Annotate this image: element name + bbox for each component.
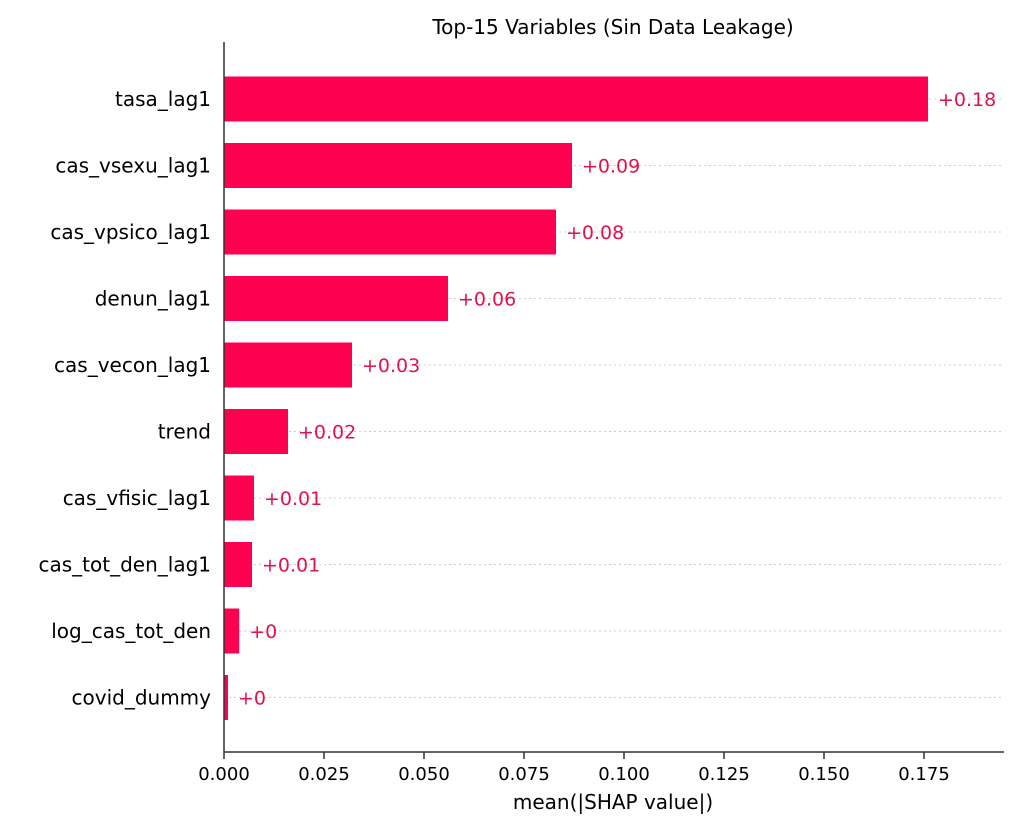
value-label: +0.02 [298, 422, 356, 444]
value-label: +0.08 [566, 222, 624, 244]
x-tick-label: 0.000 [198, 764, 250, 785]
bar-cas-vecon-lag1 [224, 342, 352, 388]
category-label: tasa_lag1 [115, 87, 211, 111]
x-tick-label: 0.075 [498, 764, 550, 785]
value-label: +0.09 [582, 156, 640, 178]
category-label: covid_dummy [72, 686, 212, 710]
x-axis-label: mean(|SHAP value|) [513, 790, 713, 814]
x-ticks: 0.000 0.025 0.050 0.075 0.100 0.125 0.150 0.175 [198, 752, 950, 785]
category-label: cas_vfisic_lag1 [63, 486, 211, 510]
value-label: +0.03 [362, 355, 420, 377]
bar-cas-vfisic-lag1 [224, 475, 254, 521]
category-labels: tasa_lag1 cas_vsexu_lag1 cas_vpsico_lag1de… [39, 87, 212, 710]
x-tick-label: 0.125 [698, 764, 750, 785]
bars-layer [224, 76, 928, 720]
x-tick-label: 0.150 [798, 764, 850, 785]
category-label: log_cas_tot_den [51, 619, 211, 643]
category-label: cas_tot_den_lag1 [39, 553, 212, 577]
value-label: +0.06 [458, 289, 516, 311]
bar-log-cas-tot-den [224, 608, 240, 654]
bar-denun-lag1 [224, 276, 448, 321]
chart-title: Top-15 Variables (Sin Data Leakage) [431, 15, 793, 39]
axes-layer [223, 42, 1004, 753]
category-label: cas_vsexu_lag1 [55, 154, 211, 178]
value-label: +0.01 [264, 488, 322, 510]
x-tick-label: 0.050 [398, 764, 450, 785]
category-label: cas_vpsico_lag1 [50, 220, 211, 244]
x-tick-label: 0.025 [298, 764, 350, 785]
value-label: +0 [249, 621, 277, 643]
grid-layer [224, 98, 1004, 698]
bar-covid-dummy [224, 675, 228, 720]
bar-cas-tot-den-lag1 [224, 542, 252, 587]
category-label: denun_lag1 [95, 287, 211, 311]
bar-trend [224, 409, 288, 454]
category-label: cas_vecon_lag1 [54, 353, 211, 377]
value-labels: +0.18 +0.09 +0.08 +0.06 +0.03 +0.02 +0.01 +0.01… [238, 89, 996, 710]
bar-tasa-lag1 [224, 76, 928, 122]
value-label: +0.01 [262, 555, 320, 577]
value-label: +0.18 [938, 89, 996, 111]
bar-cas-vpsico-lag1 [224, 209, 556, 255]
value-label: +0 [238, 688, 266, 710]
x-tick-label: 0.175 [898, 764, 950, 785]
bar-cas-vsexu-lag1 [224, 143, 572, 188]
category-label: trend [158, 420, 211, 444]
x-tick-label: 0.100 [598, 764, 650, 785]
